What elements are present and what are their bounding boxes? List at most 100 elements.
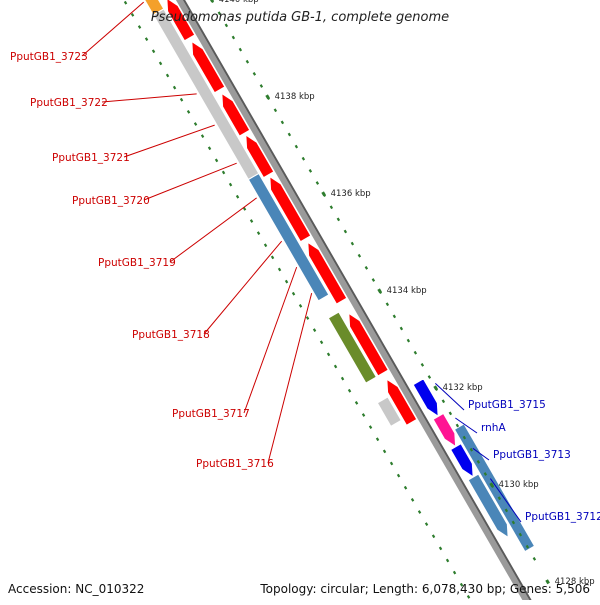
tick-dot-outer — [441, 399, 446, 404]
gene-arrow[interactable] — [166, 0, 196, 42]
tick-dot-inner — [319, 340, 324, 345]
tick-dot-outer — [371, 278, 376, 282]
scale-label: 4134 kbp — [387, 286, 427, 296]
gene-band — [327, 311, 377, 384]
tick-dot-outer — [259, 84, 264, 88]
tick-dot-inner — [235, 194, 240, 199]
tick-dot-outer — [413, 350, 418, 355]
gene-label[interactable]: PputGB1_3723 — [10, 51, 88, 63]
tick-dot-outer — [455, 423, 460, 428]
tick-dot-inner — [347, 388, 352, 393]
tick-dot-inner — [312, 328, 317, 332]
tick-dot-inner — [158, 61, 163, 66]
tick-dot-inner — [396, 473, 401, 478]
gene-arrow[interactable] — [221, 92, 251, 137]
gene-leader-line — [169, 197, 257, 263]
tick-dot-inner — [193, 122, 198, 126]
tick-dot-outer — [273, 108, 278, 113]
tick-dot-inner — [459, 582, 464, 587]
gene-arrow[interactable] — [386, 377, 418, 427]
gene-arrow[interactable] — [191, 40, 226, 94]
tick-dot-inner — [291, 291, 296, 296]
tick-dot-inner — [144, 37, 149, 41]
gene-band — [455, 424, 534, 551]
scale-tick — [321, 191, 326, 197]
tick-dot-inner — [424, 522, 429, 526]
gene-label[interactable]: PputGB1_3721 — [52, 152, 130, 164]
tick-dot-outer — [245, 59, 250, 64]
tick-dot-outer — [217, 11, 222, 16]
scale-tick — [209, 0, 214, 3]
gene-label[interactable]: PputGB1_3720 — [72, 195, 150, 207]
tick-dot-inner — [298, 304, 303, 308]
gene-band — [152, 8, 260, 181]
gene-label[interactable]: PputGB1_3712 — [525, 511, 600, 523]
gene-label[interactable]: rnhA — [481, 422, 506, 434]
tick-dot-outer — [427, 375, 432, 379]
gene-arrow[interactable] — [269, 175, 312, 243]
tick-dot-inner — [123, 0, 128, 5]
scale-label: 4130 kbp — [499, 480, 539, 490]
tick-dot-outer — [399, 326, 404, 331]
gene-leader-line — [489, 478, 522, 523]
gene-arrow[interactable] — [245, 133, 275, 179]
scale-label: 4140 kbp — [219, 0, 259, 5]
tick-dot-inner — [137, 25, 142, 29]
scale-tick — [489, 482, 494, 488]
tick-dot-inner — [375, 437, 380, 442]
tick-dot-inner — [242, 207, 247, 211]
tick-dot-outer — [448, 411, 453, 416]
gene-leader-line — [455, 417, 478, 434]
gene-leader-line — [243, 266, 298, 414]
tick-dot-outer — [350, 241, 355, 246]
tick-dot-inner — [284, 279, 289, 284]
tick-dot-inner — [214, 158, 219, 163]
tick-dot-inner — [249, 219, 254, 223]
tick-dot-outer — [224, 23, 229, 28]
tick-dot-outer — [294, 144, 299, 149]
gene-arrow[interactable] — [307, 241, 348, 305]
tick-dot-outer — [518, 532, 523, 537]
tick-dot-inner — [452, 570, 457, 575]
scale-label: 4138 kbp — [275, 92, 315, 102]
tick-dot-outer — [280, 120, 285, 125]
tick-dot-inner — [431, 534, 436, 539]
tick-dot-outer — [308, 169, 313, 173]
scale-tick — [545, 579, 550, 585]
gene-leader-line — [472, 447, 490, 461]
gene-arrow[interactable] — [467, 473, 509, 539]
gene-label[interactable]: PputGB1_3719 — [98, 257, 176, 269]
tick-dot-inner — [403, 485, 408, 490]
tick-dot-inner — [368, 425, 373, 429]
gene-arrow[interactable] — [348, 312, 390, 377]
tick-dot-inner — [326, 352, 331, 357]
tick-dot-inner — [417, 510, 422, 514]
map-title: Pseudomonas putida GB-1, complete genome — [150, 10, 450, 25]
gene-label[interactable]: PputGB1_3717 — [172, 408, 250, 420]
gene-label[interactable]: PputGB1_3718 — [132, 329, 210, 341]
gene-label[interactable]: PputGB1_3716 — [196, 458, 274, 470]
tick-dot-outer — [252, 72, 257, 76]
gene-arrow[interactable] — [449, 442, 474, 479]
gene-leader-line — [143, 162, 237, 201]
genome-summary: Topology: circular; Length: 6,078,430 bp… — [260, 582, 590, 596]
gene-leader-line — [123, 124, 215, 158]
tick-dot-inner — [277, 267, 282, 272]
tick-dot-inner — [445, 558, 450, 563]
tick-dot-outer — [420, 363, 425, 367]
gene-label[interactable]: PputGB1_3713 — [493, 449, 571, 461]
scale-tick — [377, 288, 382, 294]
tick-dot-inner — [200, 134, 205, 138]
tick-dot-inner — [333, 364, 338, 369]
tick-dot-inner — [305, 316, 310, 320]
tick-dot-outer — [532, 556, 537, 561]
gene-arrow[interactable] — [432, 412, 457, 448]
tick-dot-outer — [287, 132, 292, 137]
gene-label[interactable]: PputGB1_3722 — [30, 97, 108, 109]
tick-dot-outer — [301, 156, 306, 161]
gene-label[interactable]: PputGB1_3715 — [468, 399, 546, 411]
scale-label: 4132 kbp — [443, 383, 483, 393]
gene-arrow[interactable] — [412, 377, 439, 418]
gene-leader-line — [267, 292, 313, 464]
